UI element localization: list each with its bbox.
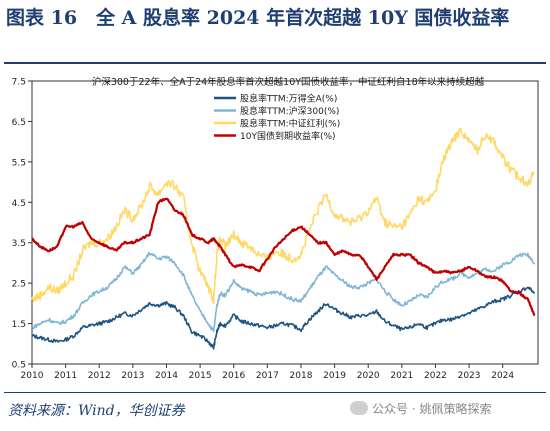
figure-title: 图表 16 全 A 股息率 2024 年首次超越 10Y 国债收益率 bbox=[6, 7, 510, 29]
legend-label: 股息率TTM:万得全A(%) bbox=[240, 93, 337, 105]
watermark: 公众号 · 姚佩策略探索 bbox=[350, 400, 491, 417]
chart-series-group bbox=[31, 127, 536, 350]
x-tick-label: 2012 bbox=[88, 371, 111, 381]
title-divider bbox=[4, 62, 546, 64]
x-tick-label: 2013 bbox=[121, 371, 144, 381]
chart-subtitle: 沪深300于22年、全A于24年股息率首次超越10Y国债收益率，中证红利自18年… bbox=[92, 76, 485, 88]
watermark-text: 公众号 · 姚佩策略探索 bbox=[372, 402, 492, 416]
x-tick-label: 2014 bbox=[155, 371, 178, 381]
y-tick-label: 6.5 bbox=[12, 118, 26, 128]
x-tick-label: 2024 bbox=[491, 371, 514, 381]
y-tick-label: 2.5 bbox=[12, 280, 26, 290]
x-tick-label: 2011 bbox=[54, 371, 77, 381]
y-tick-label: 7.5 bbox=[12, 78, 26, 88]
x-tick-label: 2022 bbox=[424, 371, 447, 381]
y-tick-label: 5.5 bbox=[12, 158, 26, 168]
x-tick-label: 2021 bbox=[390, 371, 413, 381]
x-tick-label: 2015 bbox=[189, 371, 212, 381]
chart-legend: 股息率TTM:万得全A(%)股息率TTM:沪深300(%)股息率TTM:中证红利… bbox=[214, 93, 340, 142]
x-tick-label: 2010 bbox=[21, 371, 44, 381]
x-tick-label: 2017 bbox=[256, 371, 279, 381]
x-tick-label: 2020 bbox=[357, 371, 380, 381]
legend-label: 股息率TTM:沪深300(%) bbox=[240, 105, 339, 117]
y-tick-label: 4.5 bbox=[12, 199, 26, 209]
legend-label: 股息率TTM:中证红利(%) bbox=[240, 118, 340, 130]
series-line-0 bbox=[31, 286, 536, 350]
series-line-2 bbox=[31, 127, 536, 305]
wechat-logo-icon bbox=[350, 401, 368, 415]
series-line-3 bbox=[31, 197, 536, 317]
plot-frame bbox=[31, 80, 539, 365]
legend-label: 10Y国债到期收益率(%) bbox=[240, 130, 336, 142]
x-tick-label: 2016 bbox=[222, 371, 245, 381]
y-tick-label: 1.5 bbox=[12, 320, 26, 330]
line-chart: 0.5 1.5 2.5 3.5 4.5 5.5 6.5 7.5 2010 2011 2012 2013… bbox=[12, 76, 539, 381]
x-tick-label: 2023 bbox=[458, 371, 481, 381]
chart-axes: 0.5 1.5 2.5 3.5 4.5 5.5 6.5 7.5 2010 2011 2012 2013… bbox=[12, 78, 539, 381]
y-tick-label: 3.5 bbox=[12, 239, 26, 249]
series-line-1 bbox=[31, 251, 536, 333]
x-tick-label: 2019 bbox=[323, 371, 346, 381]
x-tick-label: 2018 bbox=[290, 371, 313, 381]
y-tick-label: 0.5 bbox=[12, 361, 26, 371]
footer-divider bbox=[4, 392, 546, 393]
source-note: 资料来源：Wind，华创证券 bbox=[8, 403, 185, 419]
